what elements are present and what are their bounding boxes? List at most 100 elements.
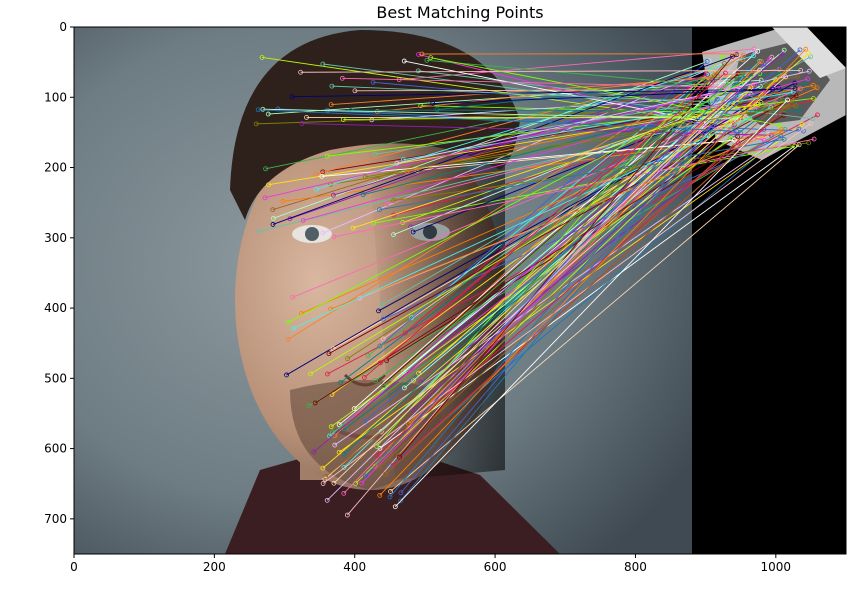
match-line: [313, 53, 783, 453]
keypoint-marker: [755, 48, 761, 54]
match-line: [418, 89, 751, 374]
keypoint-marker: [336, 422, 342, 428]
keypoint-marker: [320, 61, 326, 67]
keypoint-marker: [270, 215, 276, 221]
keypoint-marker: [344, 512, 350, 518]
match-line: [383, 128, 799, 320]
photo-image: [74, 27, 846, 554]
keypoint-marker: [735, 134, 740, 140]
y-tick-label: 200: [44, 161, 67, 175]
match-line: [383, 81, 729, 387]
match-line: [326, 113, 718, 501]
match-line: [264, 83, 755, 199]
keypoint-marker: [323, 474, 329, 479]
match-line: [426, 59, 707, 86]
match-line: [400, 113, 726, 502]
keypoint-marker: [379, 302, 385, 308]
keypoint-marker: [304, 115, 309, 120]
keypoint-marker: [704, 59, 710, 64]
match-line: [420, 105, 709, 114]
keypoint-marker: [398, 498, 404, 504]
keypoint-marker: [331, 234, 337, 240]
keypoint-marker: [391, 232, 396, 238]
keypoint-marker: [372, 378, 378, 384]
match-line: [301, 87, 818, 314]
keypoint-marker: [341, 490, 347, 496]
keypoint-marker: [795, 73, 800, 79]
keypoint-marker: [810, 82, 816, 88]
keypoint-marker: [789, 98, 795, 104]
y-tick-label: 500: [44, 371, 67, 385]
keypoint-marker: [262, 195, 268, 201]
keypoint-marker: [777, 122, 783, 128]
match-line: [258, 109, 756, 232]
keypoint-marker: [810, 96, 816, 101]
keypoint-marker: [768, 132, 774, 138]
keypoint-marker: [803, 46, 809, 52]
keypoint-marker: [798, 67, 804, 73]
match-line: [342, 77, 725, 88]
keypoint-marker: [761, 61, 767, 67]
keypoint-marker: [365, 353, 371, 358]
keypoint-marker: [793, 68, 798, 74]
keypoint-marker: [751, 53, 756, 59]
keypoint-marker: [381, 383, 387, 389]
keypoint-marker: [280, 199, 286, 204]
keypoint-marker: [340, 117, 346, 122]
keypoint-marker: [326, 351, 332, 357]
match-line: [292, 88, 801, 298]
keypoint-marker: [424, 57, 430, 63]
keypoint-marker: [348, 107, 354, 113]
keypoint-marker: [792, 86, 798, 92]
keypoint-marker: [793, 93, 799, 99]
y-tick-label: 700: [44, 512, 67, 526]
keypoint-marker: [782, 127, 788, 132]
match-line: [393, 142, 809, 202]
keypoint-marker: [810, 116, 816, 122]
match-line: [380, 72, 726, 364]
keypoint-marker: [721, 84, 727, 90]
keypoint-marker: [372, 151, 378, 157]
keypoint-marker: [767, 57, 773, 62]
keypoint-marker: [734, 51, 740, 57]
keypoint-marker: [401, 385, 407, 391]
y-tick-label: 0: [59, 20, 67, 34]
keypoint-marker: [263, 166, 268, 172]
match-line: [377, 68, 780, 112]
keypoint-marker: [409, 315, 415, 321]
keypoint-marker: [329, 83, 335, 89]
match-line: [374, 61, 762, 467]
keypoint-marker: [778, 130, 784, 136]
match-line: [374, 96, 741, 155]
keypoint-marker: [339, 75, 345, 81]
keypoint-marker: [808, 54, 813, 60]
x-tick-label: 800: [624, 560, 647, 574]
keypoint-marker: [266, 182, 272, 188]
x-tick-label: 400: [343, 560, 366, 574]
keypoint-marker: [255, 107, 261, 113]
keypoint-marker: [411, 377, 416, 383]
keypoint-marker: [799, 121, 805, 127]
keypoint-marker: [314, 186, 319, 192]
keypoint-marker: [383, 471, 388, 477]
match-line: [390, 144, 800, 492]
keypoint-marker: [324, 371, 330, 377]
keypoint-marker: [730, 53, 735, 59]
keypoint-marker: [805, 76, 811, 82]
keypoint-marker: [735, 140, 741, 146]
keypoint-marker: [745, 67, 751, 73]
keypoint-marker: [387, 494, 393, 500]
keypoint-marker: [377, 492, 383, 498]
keypoint-marker: [260, 106, 266, 112]
keypoint-marker: [808, 121, 814, 126]
right-iris: [423, 225, 437, 239]
x-tick-label: 1000: [761, 560, 792, 574]
keypoint-marker: [758, 100, 764, 105]
keypoint-marker: [372, 463, 378, 469]
keypoint-marker: [330, 192, 336, 198]
plot-frame: [73, 26, 847, 555]
keypoint-marker: [781, 136, 787, 142]
keypoint-marker: [741, 52, 747, 58]
match-line: [287, 72, 761, 323]
